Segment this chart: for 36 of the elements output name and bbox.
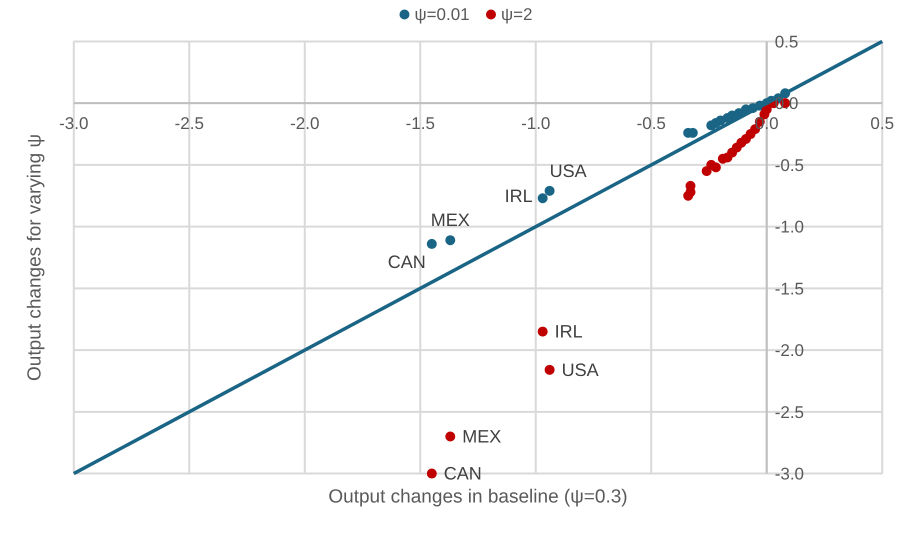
annotation: USA (550, 160, 587, 181)
annotation: IRL (554, 322, 583, 342)
point (445, 235, 456, 246)
x-tick-label: 0.5 (870, 114, 894, 134)
x-tick-label: -0.5 (636, 114, 666, 134)
y-axis-title: Output changes for varying ψ (24, 134, 46, 381)
y-tick-label: -0.5 (774, 156, 804, 175)
x-axis-title: Output changes in baseline (ψ=0.3) (328, 486, 628, 508)
x-tick-label: -3.0 (59, 114, 88, 134)
annotation: MEX (462, 426, 502, 447)
point (538, 193, 548, 204)
x-tick-label: -1.5 (406, 114, 435, 134)
point (710, 162, 721, 172)
y-tick-label: 0.5 (774, 32, 798, 52)
y-tick-label: -2.5 (774, 402, 804, 422)
annotation: IRL (504, 186, 533, 206)
legend-label: ψ=2 (500, 5, 532, 24)
point (762, 104, 772, 114)
annotation: CAN (388, 252, 426, 272)
annotation: MEX (430, 210, 470, 230)
annotation: CAN (444, 464, 482, 484)
y-tick-label: -1.0 (774, 218, 804, 237)
y-tick-label: -3.0 (774, 464, 804, 484)
point (544, 364, 555, 375)
point (426, 238, 437, 249)
point (538, 326, 548, 337)
x-tick-label: -1.0 (521, 114, 550, 134)
point (426, 468, 437, 479)
legend-label: ψ=0.01 (414, 5, 470, 24)
x-tick-label: -2.5 (174, 114, 204, 134)
y-tick-label: -2.0 (774, 341, 804, 360)
point (544, 186, 555, 196)
annotation: USA (562, 360, 599, 380)
point (445, 432, 456, 442)
x-tick-label: -2.0 (290, 114, 320, 134)
y-tick-label: -1.5 (774, 279, 804, 298)
